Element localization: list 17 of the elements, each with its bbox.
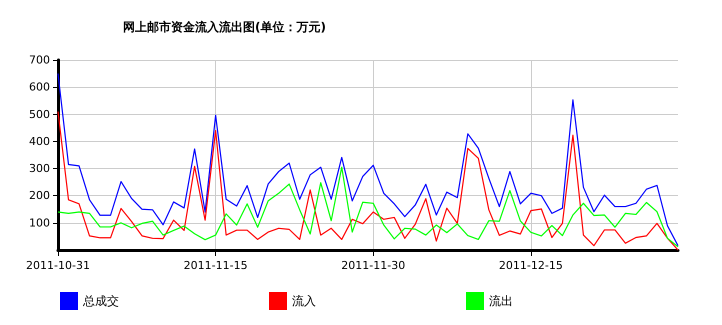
y-tick-label: 300 (29, 162, 50, 176)
legend-label: 流出 (489, 294, 513, 308)
x-tick-label: 2011-11-30 (341, 259, 406, 272)
y-tick-label: 200 (29, 189, 50, 202)
x-tick-label: 2011-10-31 (26, 259, 90, 272)
y-tick-label: 100 (29, 216, 50, 230)
y-tick-label: 400 (29, 134, 50, 148)
legend-label: 流入 (292, 294, 316, 308)
chart-title: 网上邮市资金流入流出图(单位：万元) (123, 20, 326, 34)
x-tick-label: 2011-11-15 (184, 259, 248, 272)
line-series (57, 72, 679, 246)
x-tick-label: 2011-12-15 (498, 259, 563, 272)
y-tick-label: 600 (29, 80, 50, 94)
line-series (57, 166, 679, 248)
y-tick-label: 500 (29, 108, 50, 121)
y-tick-label: 700 (29, 54, 50, 66)
legend-label: 总成交 (82, 294, 119, 308)
